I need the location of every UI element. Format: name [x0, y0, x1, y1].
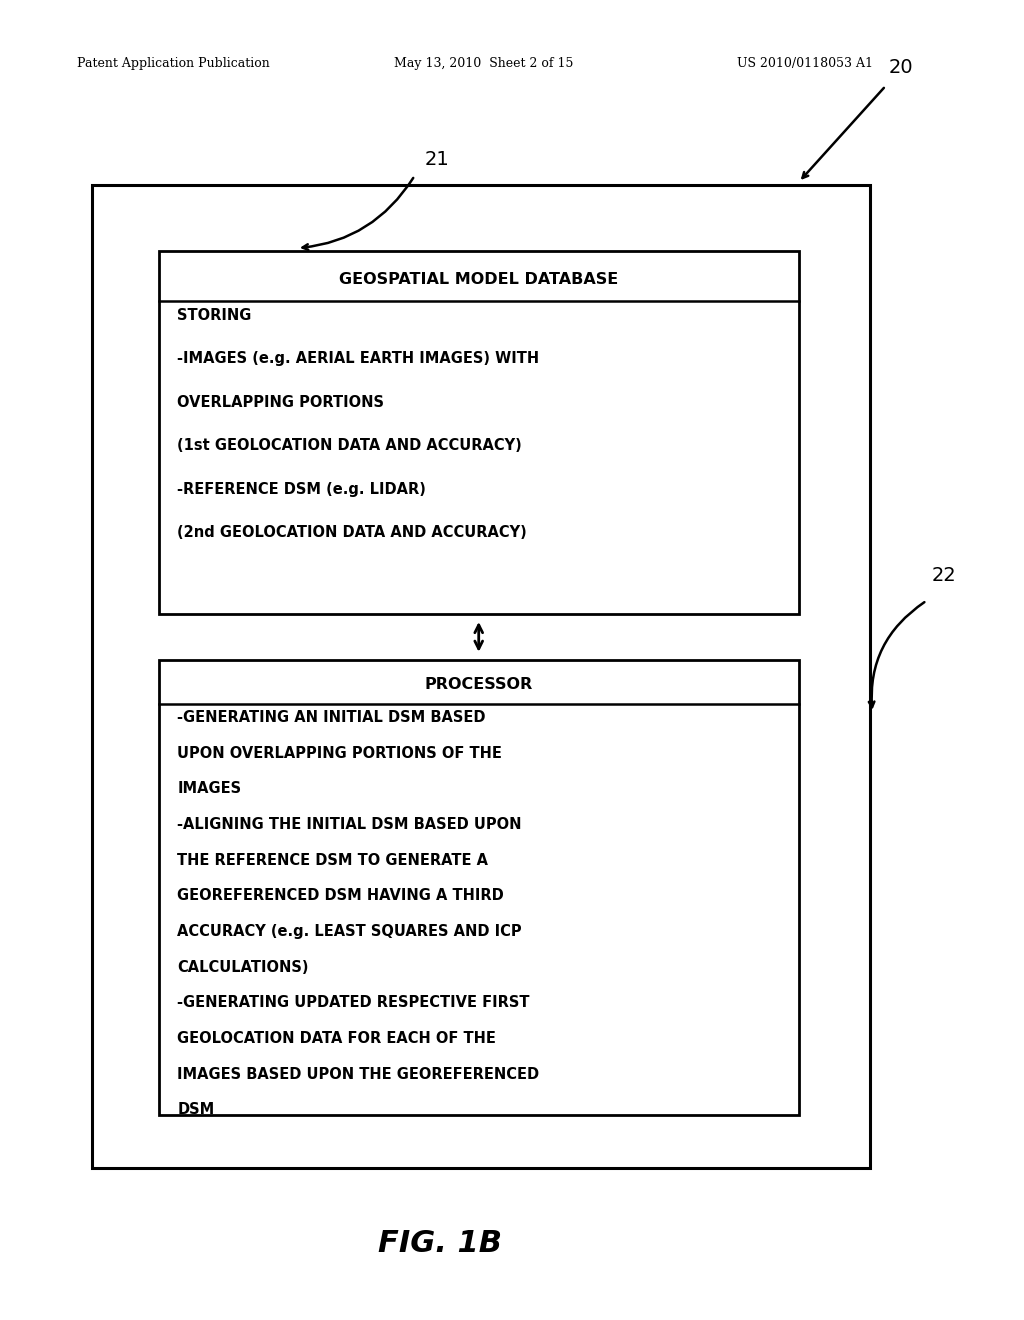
- Bar: [159, 251, 799, 614]
- Text: 22: 22: [932, 566, 956, 585]
- Text: US 2010/0118053 A1: US 2010/0118053 A1: [737, 57, 873, 70]
- Text: 20: 20: [889, 58, 913, 77]
- Text: UPON OVERLAPPING PORTIONS OF THE: UPON OVERLAPPING PORTIONS OF THE: [177, 746, 502, 760]
- Text: -GENERATING AN INITIAL DSM BASED: -GENERATING AN INITIAL DSM BASED: [177, 710, 485, 725]
- Text: DSM: DSM: [177, 1102, 214, 1117]
- Text: ACCURACY (e.g. LEAST SQUARES AND ICP: ACCURACY (e.g. LEAST SQUARES AND ICP: [177, 924, 522, 939]
- Text: GEOSPATIAL MODEL DATABASE: GEOSPATIAL MODEL DATABASE: [339, 272, 618, 286]
- Text: THE REFERENCE DSM TO GENERATE A: THE REFERENCE DSM TO GENERATE A: [177, 853, 488, 867]
- Text: May 13, 2010  Sheet 2 of 15: May 13, 2010 Sheet 2 of 15: [394, 57, 573, 70]
- Text: OVERLAPPING PORTIONS: OVERLAPPING PORTIONS: [177, 395, 384, 409]
- Bar: [159, 660, 799, 1115]
- Text: -IMAGES (e.g. AERIAL EARTH IMAGES) WITH: -IMAGES (e.g. AERIAL EARTH IMAGES) WITH: [177, 351, 540, 366]
- Text: Patent Application Publication: Patent Application Publication: [77, 57, 269, 70]
- Text: IMAGES: IMAGES: [177, 781, 242, 796]
- Text: -REFERENCE DSM (e.g. LIDAR): -REFERENCE DSM (e.g. LIDAR): [177, 482, 426, 496]
- Text: GEOREFERENCED DSM HAVING A THIRD: GEOREFERENCED DSM HAVING A THIRD: [177, 888, 504, 903]
- Text: -GENERATING UPDATED RESPECTIVE FIRST: -GENERATING UPDATED RESPECTIVE FIRST: [177, 995, 529, 1010]
- Text: PROCESSOR: PROCESSOR: [425, 677, 532, 692]
- Text: STORING: STORING: [177, 308, 252, 322]
- Text: CALCULATIONS): CALCULATIONS): [177, 960, 308, 974]
- Text: -ALIGNING THE INITIAL DSM BASED UPON: -ALIGNING THE INITIAL DSM BASED UPON: [177, 817, 521, 832]
- Text: (2nd GEOLOCATION DATA AND ACCURACY): (2nd GEOLOCATION DATA AND ACCURACY): [177, 525, 527, 540]
- Text: GEOLOCATION DATA FOR EACH OF THE: GEOLOCATION DATA FOR EACH OF THE: [177, 1031, 496, 1045]
- Text: FIG. 1B: FIG. 1B: [378, 1229, 503, 1258]
- Text: IMAGES BASED UPON THE GEOREFERENCED: IMAGES BASED UPON THE GEOREFERENCED: [177, 1067, 540, 1081]
- Bar: [92, 185, 870, 1168]
- Text: (1st GEOLOCATION DATA AND ACCURACY): (1st GEOLOCATION DATA AND ACCURACY): [177, 438, 522, 453]
- Text: 21: 21: [425, 150, 450, 169]
